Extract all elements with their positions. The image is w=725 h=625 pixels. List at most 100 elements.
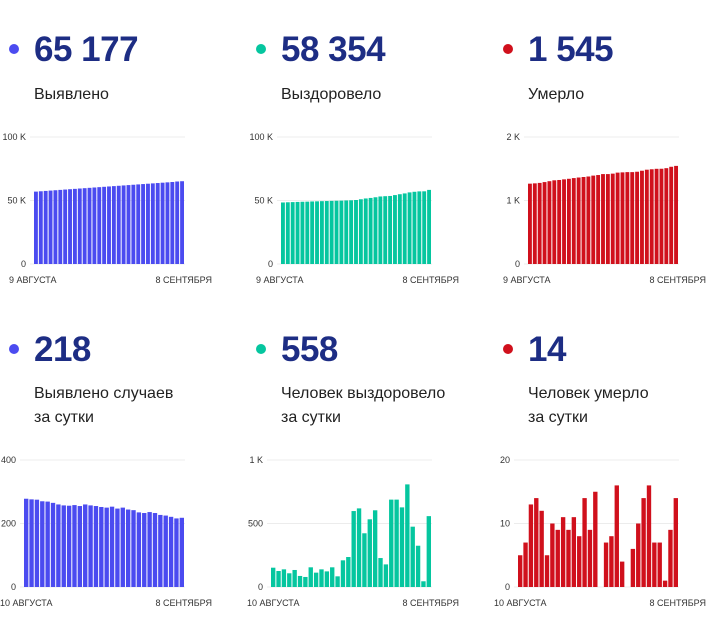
bar bbox=[388, 195, 393, 264]
bar bbox=[417, 191, 422, 264]
bar bbox=[45, 501, 50, 587]
bar bbox=[383, 196, 388, 264]
bar bbox=[335, 576, 340, 587]
bar bbox=[116, 185, 121, 264]
legend-dot-icon bbox=[9, 344, 19, 354]
bar bbox=[644, 169, 649, 264]
bar bbox=[562, 179, 566, 264]
bar bbox=[673, 498, 678, 587]
bar bbox=[38, 191, 43, 264]
bar bbox=[378, 558, 383, 587]
bar bbox=[43, 190, 48, 264]
bar bbox=[330, 567, 335, 587]
bar bbox=[136, 512, 142, 587]
bar bbox=[410, 526, 415, 587]
x-tick-label-start: 10 АВГУСТА bbox=[494, 598, 547, 608]
x-tick-label-start: 9 АВГУСТА bbox=[503, 275, 551, 285]
bar bbox=[346, 557, 351, 587]
bar bbox=[287, 573, 292, 587]
x-tick-label-end: 8 СЕНТЯБРЯ bbox=[402, 275, 459, 285]
bar bbox=[372, 510, 378, 587]
bar bbox=[587, 529, 593, 587]
x-tick-label-end: 8 СЕНТЯБРЯ bbox=[649, 598, 706, 608]
bar bbox=[664, 168, 669, 264]
bar bbox=[393, 195, 397, 264]
bar bbox=[415, 545, 421, 587]
bar bbox=[297, 575, 303, 587]
bar bbox=[399, 507, 405, 587]
bar bbox=[422, 191, 427, 264]
bar bbox=[340, 560, 346, 587]
label-line: Человек выздоровело bbox=[281, 385, 446, 402]
bar bbox=[576, 177, 581, 264]
bar bbox=[659, 168, 664, 264]
bar bbox=[566, 178, 571, 264]
bar bbox=[528, 504, 534, 587]
bar bbox=[609, 536, 614, 587]
bar bbox=[560, 517, 566, 587]
legend-dot-icon bbox=[256, 344, 266, 354]
bar bbox=[34, 191, 38, 264]
bar bbox=[668, 529, 673, 587]
daily-value: 14 bbox=[528, 330, 566, 369]
bar bbox=[155, 183, 160, 264]
bar bbox=[566, 529, 571, 587]
bar bbox=[82, 188, 87, 264]
bar bbox=[363, 198, 368, 264]
bar bbox=[389, 499, 394, 587]
x-tick-label-start: 10 АВГУСТА bbox=[0, 598, 53, 608]
x-tick-label-start: 9 АВГУСТА bbox=[9, 275, 57, 285]
chart-detected-total: 0 50 K 100 K 9 АВГУСТА 8 СЕНТЯБРЯ bbox=[2, 132, 212, 285]
bar bbox=[92, 187, 97, 264]
label-line: за сутки bbox=[281, 409, 341, 426]
bar bbox=[88, 505, 93, 587]
bar bbox=[77, 506, 83, 587]
bar bbox=[160, 182, 165, 264]
y-tick-label: 100 K bbox=[249, 132, 273, 142]
bar bbox=[131, 510, 136, 587]
bar bbox=[654, 168, 659, 264]
bar bbox=[528, 183, 532, 264]
panel-label: Выявлено bbox=[34, 83, 109, 107]
y-tick-label: 1 K bbox=[506, 196, 520, 206]
bar bbox=[290, 202, 295, 264]
bar bbox=[150, 183, 155, 264]
legend-dot-icon bbox=[256, 44, 266, 54]
bar bbox=[102, 186, 107, 264]
bar bbox=[542, 182, 547, 264]
bar bbox=[373, 197, 378, 264]
bar bbox=[305, 201, 310, 264]
bar bbox=[334, 200, 339, 264]
bar bbox=[300, 201, 305, 264]
y-tick-label: 0 bbox=[21, 259, 26, 269]
bar bbox=[111, 186, 116, 264]
bar bbox=[56, 504, 61, 587]
bar bbox=[394, 499, 399, 587]
y-tick-label: 1 K bbox=[249, 455, 263, 465]
bar bbox=[72, 505, 77, 587]
panel-label: Человек выздоровело за сутки bbox=[281, 382, 445, 430]
bar bbox=[170, 182, 175, 264]
bar bbox=[640, 170, 644, 264]
chart-detected-daily: 0 200 400 10 АВГУСТА 8 СЕНТЯБРЯ bbox=[0, 455, 212, 608]
y-tick-label: 0 bbox=[515, 259, 520, 269]
label-line: за сутки bbox=[34, 409, 94, 426]
bar bbox=[146, 183, 150, 264]
bar bbox=[615, 172, 620, 264]
bar bbox=[152, 513, 158, 587]
panel-deaths-daily: 14 Человек умерло за сутки 0 10 20 10 АВГУС… bbox=[494, 320, 725, 620]
x-tick-label-end: 8 СЕНТЯБРЯ bbox=[402, 598, 459, 608]
bar bbox=[87, 187, 92, 264]
bar bbox=[349, 200, 354, 264]
chart-deaths-daily: 0 10 20 10 АВГУСТА 8 СЕНТЯБРЯ bbox=[494, 455, 706, 608]
bar bbox=[136, 184, 141, 264]
x-tick-label-end: 8 СЕНТЯБРЯ bbox=[155, 275, 212, 285]
bar bbox=[518, 555, 523, 587]
bar bbox=[68, 189, 72, 264]
panel-recovered-daily: 558 Человек выздоровело за сутки 0 500 1 K… bbox=[247, 320, 487, 620]
bar bbox=[271, 567, 276, 587]
bar bbox=[582, 498, 587, 587]
bar bbox=[319, 201, 324, 264]
bar bbox=[168, 516, 174, 587]
bar bbox=[324, 571, 330, 587]
